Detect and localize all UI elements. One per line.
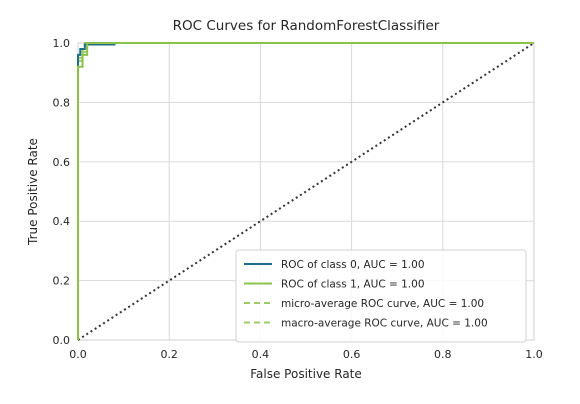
x-tick-label: 0.8 — [434, 348, 452, 361]
x-tick-labels: 0.0 0.2 0.4 0.6 0.8 1.0 — [69, 348, 543, 361]
legend-label: macro-average ROC curve, AUC = 1.00 — [281, 318, 488, 330]
x-tick-label: 0.6 — [343, 348, 361, 361]
y-axis-title: True Positive Rate — [26, 138, 40, 246]
y-tick-labels: 0.0 0.2 0.4 0.6 0.8 1.0 — [53, 37, 71, 347]
legend: ROC of class 0, AUC = 1.00 ROC of class 1… — [235, 249, 527, 343]
roc-series-line-3 — [77, 42, 534, 340]
x-tick-label: 0.2 — [160, 348, 178, 361]
y-tick-label: 0.4 — [53, 215, 71, 228]
legend-label: ROC of class 0, AUC = 1.00 — [281, 259, 425, 271]
x-tick-label: 0.4 — [252, 348, 270, 361]
x-tick-label: 1.0 — [525, 348, 543, 361]
y-tick-label: 0.2 — [53, 275, 71, 288]
legend-box — [235, 249, 527, 343]
x-axis-title: False Positive Rate — [250, 367, 362, 381]
chart-title: ROC Curves for RandomForestClassifier — [173, 18, 440, 34]
y-tick-label: 1.0 — [53, 37, 71, 50]
y-tick-label: 0.6 — [53, 156, 71, 169]
legend-label: ROC of class 1, AUC = 1.00 — [281, 279, 425, 291]
x-tick-label: 0.0 — [69, 348, 87, 361]
chance-diagonal-line — [77, 42, 535, 341]
y-tick-label: 0.8 — [53, 96, 71, 109]
roc-curves — [77, 42, 535, 341]
legend-label: micro-average ROC curve, AUC = 1.00 — [281, 298, 484, 310]
roc-series-line-1 — [77, 42, 534, 340]
y-tick-label: 0.0 — [53, 334, 71, 347]
